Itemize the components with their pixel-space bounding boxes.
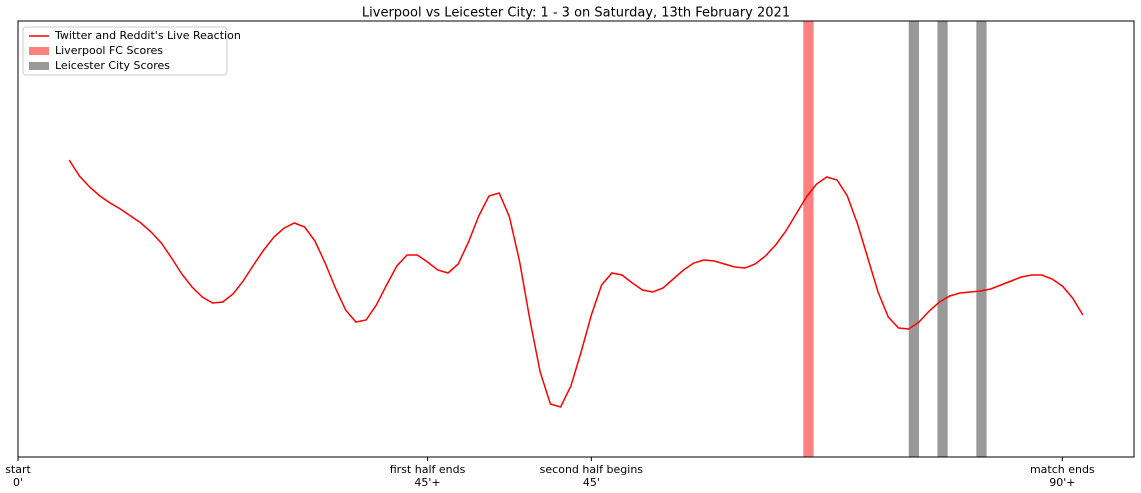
x-tick-label: second half begins 45' bbox=[539, 463, 644, 489]
x-tick-label: first half ends 45'+ bbox=[389, 463, 466, 489]
legend-label: Liverpool FC Scores bbox=[55, 44, 163, 57]
legend-patch bbox=[29, 62, 49, 70]
score-span bbox=[803, 21, 814, 457]
legend-patch bbox=[29, 47, 49, 55]
legend-label: Leicester City Scores bbox=[55, 59, 170, 72]
score-span bbox=[976, 21, 987, 457]
x-tick-label: match ends 90'+ bbox=[1029, 463, 1095, 489]
chart-title: Liverpool vs Leicester City: 1 - 3 on Sa… bbox=[362, 6, 790, 21]
legend-box bbox=[22, 26, 228, 76]
score-span bbox=[908, 21, 919, 457]
axes-frame bbox=[17, 20, 1135, 458]
reaction-line bbox=[68, 159, 1084, 408]
legend-label: Twitter and Reddit's Live Reaction bbox=[54, 29, 241, 42]
score-span bbox=[937, 21, 948, 457]
x-tick-label: start 0' bbox=[5, 463, 31, 489]
